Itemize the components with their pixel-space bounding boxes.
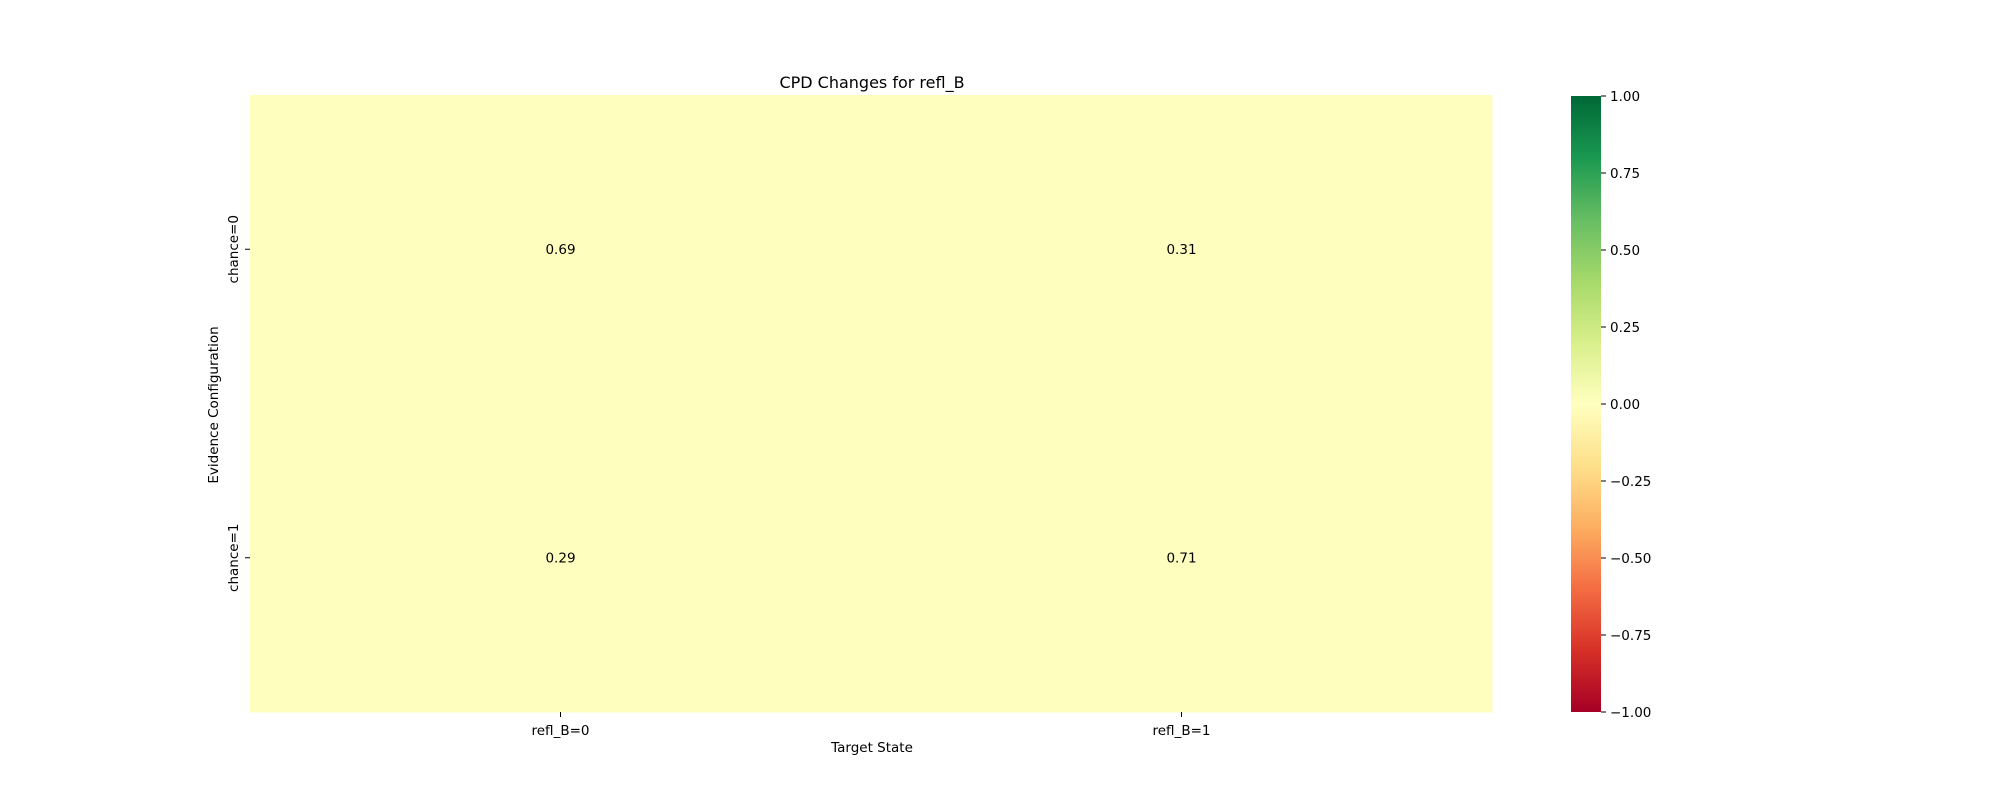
x-axis: refl_B=0 refl_B=1	[532, 712, 1211, 739]
colorbar-ticks: 1.00 0.75 0.50 0.25 0.00 −0.25 −0.50 −0.75 −1.00	[1601, 89, 1651, 721]
y-tick-label: chance=1	[226, 524, 242, 592]
heatmap-cells: 0.69 0.31 0.29 0.71	[250, 95, 1493, 713]
colorbar-tick-label: −1.00	[1610, 705, 1651, 721]
heatmap-cell	[250, 403, 872, 713]
chart-title: CPD Changes for refl_B	[779, 73, 964, 93]
x-axis-label: Target State	[830, 740, 913, 756]
heatmap-cell	[871, 403, 1493, 713]
cell-value-label: 0.69	[545, 242, 575, 258]
heatmap-cell	[871, 95, 1493, 404]
colorbar-tick-label: −0.50	[1610, 551, 1651, 567]
colorbar-tick-label: 0.25	[1610, 320, 1640, 336]
cell-value-label: 0.29	[545, 550, 575, 566]
cell-value-label: 0.71	[1166, 550, 1196, 566]
colorbar-tick-label: 0.75	[1610, 166, 1640, 182]
heatmap-cell	[250, 95, 872, 404]
y-axis-label: Evidence Configuration	[206, 326, 222, 483]
colorbar	[1571, 96, 1601, 712]
colorbar-tick-label: 1.00	[1610, 89, 1640, 105]
x-tick-label: refl_B=0	[532, 723, 590, 739]
y-axis: chance=0 chance=1	[226, 215, 250, 592]
colorbar-tick-label: 0.00	[1610, 397, 1640, 413]
colorbar-tick-label: −0.75	[1610, 628, 1651, 644]
y-tick-label: chance=0	[226, 215, 242, 283]
cell-value-label: 0.31	[1166, 242, 1196, 258]
colorbar-tick-label: 0.50	[1610, 243, 1640, 259]
colorbar-tick-label: −0.25	[1610, 474, 1651, 490]
x-tick-label: refl_B=1	[1153, 723, 1211, 739]
